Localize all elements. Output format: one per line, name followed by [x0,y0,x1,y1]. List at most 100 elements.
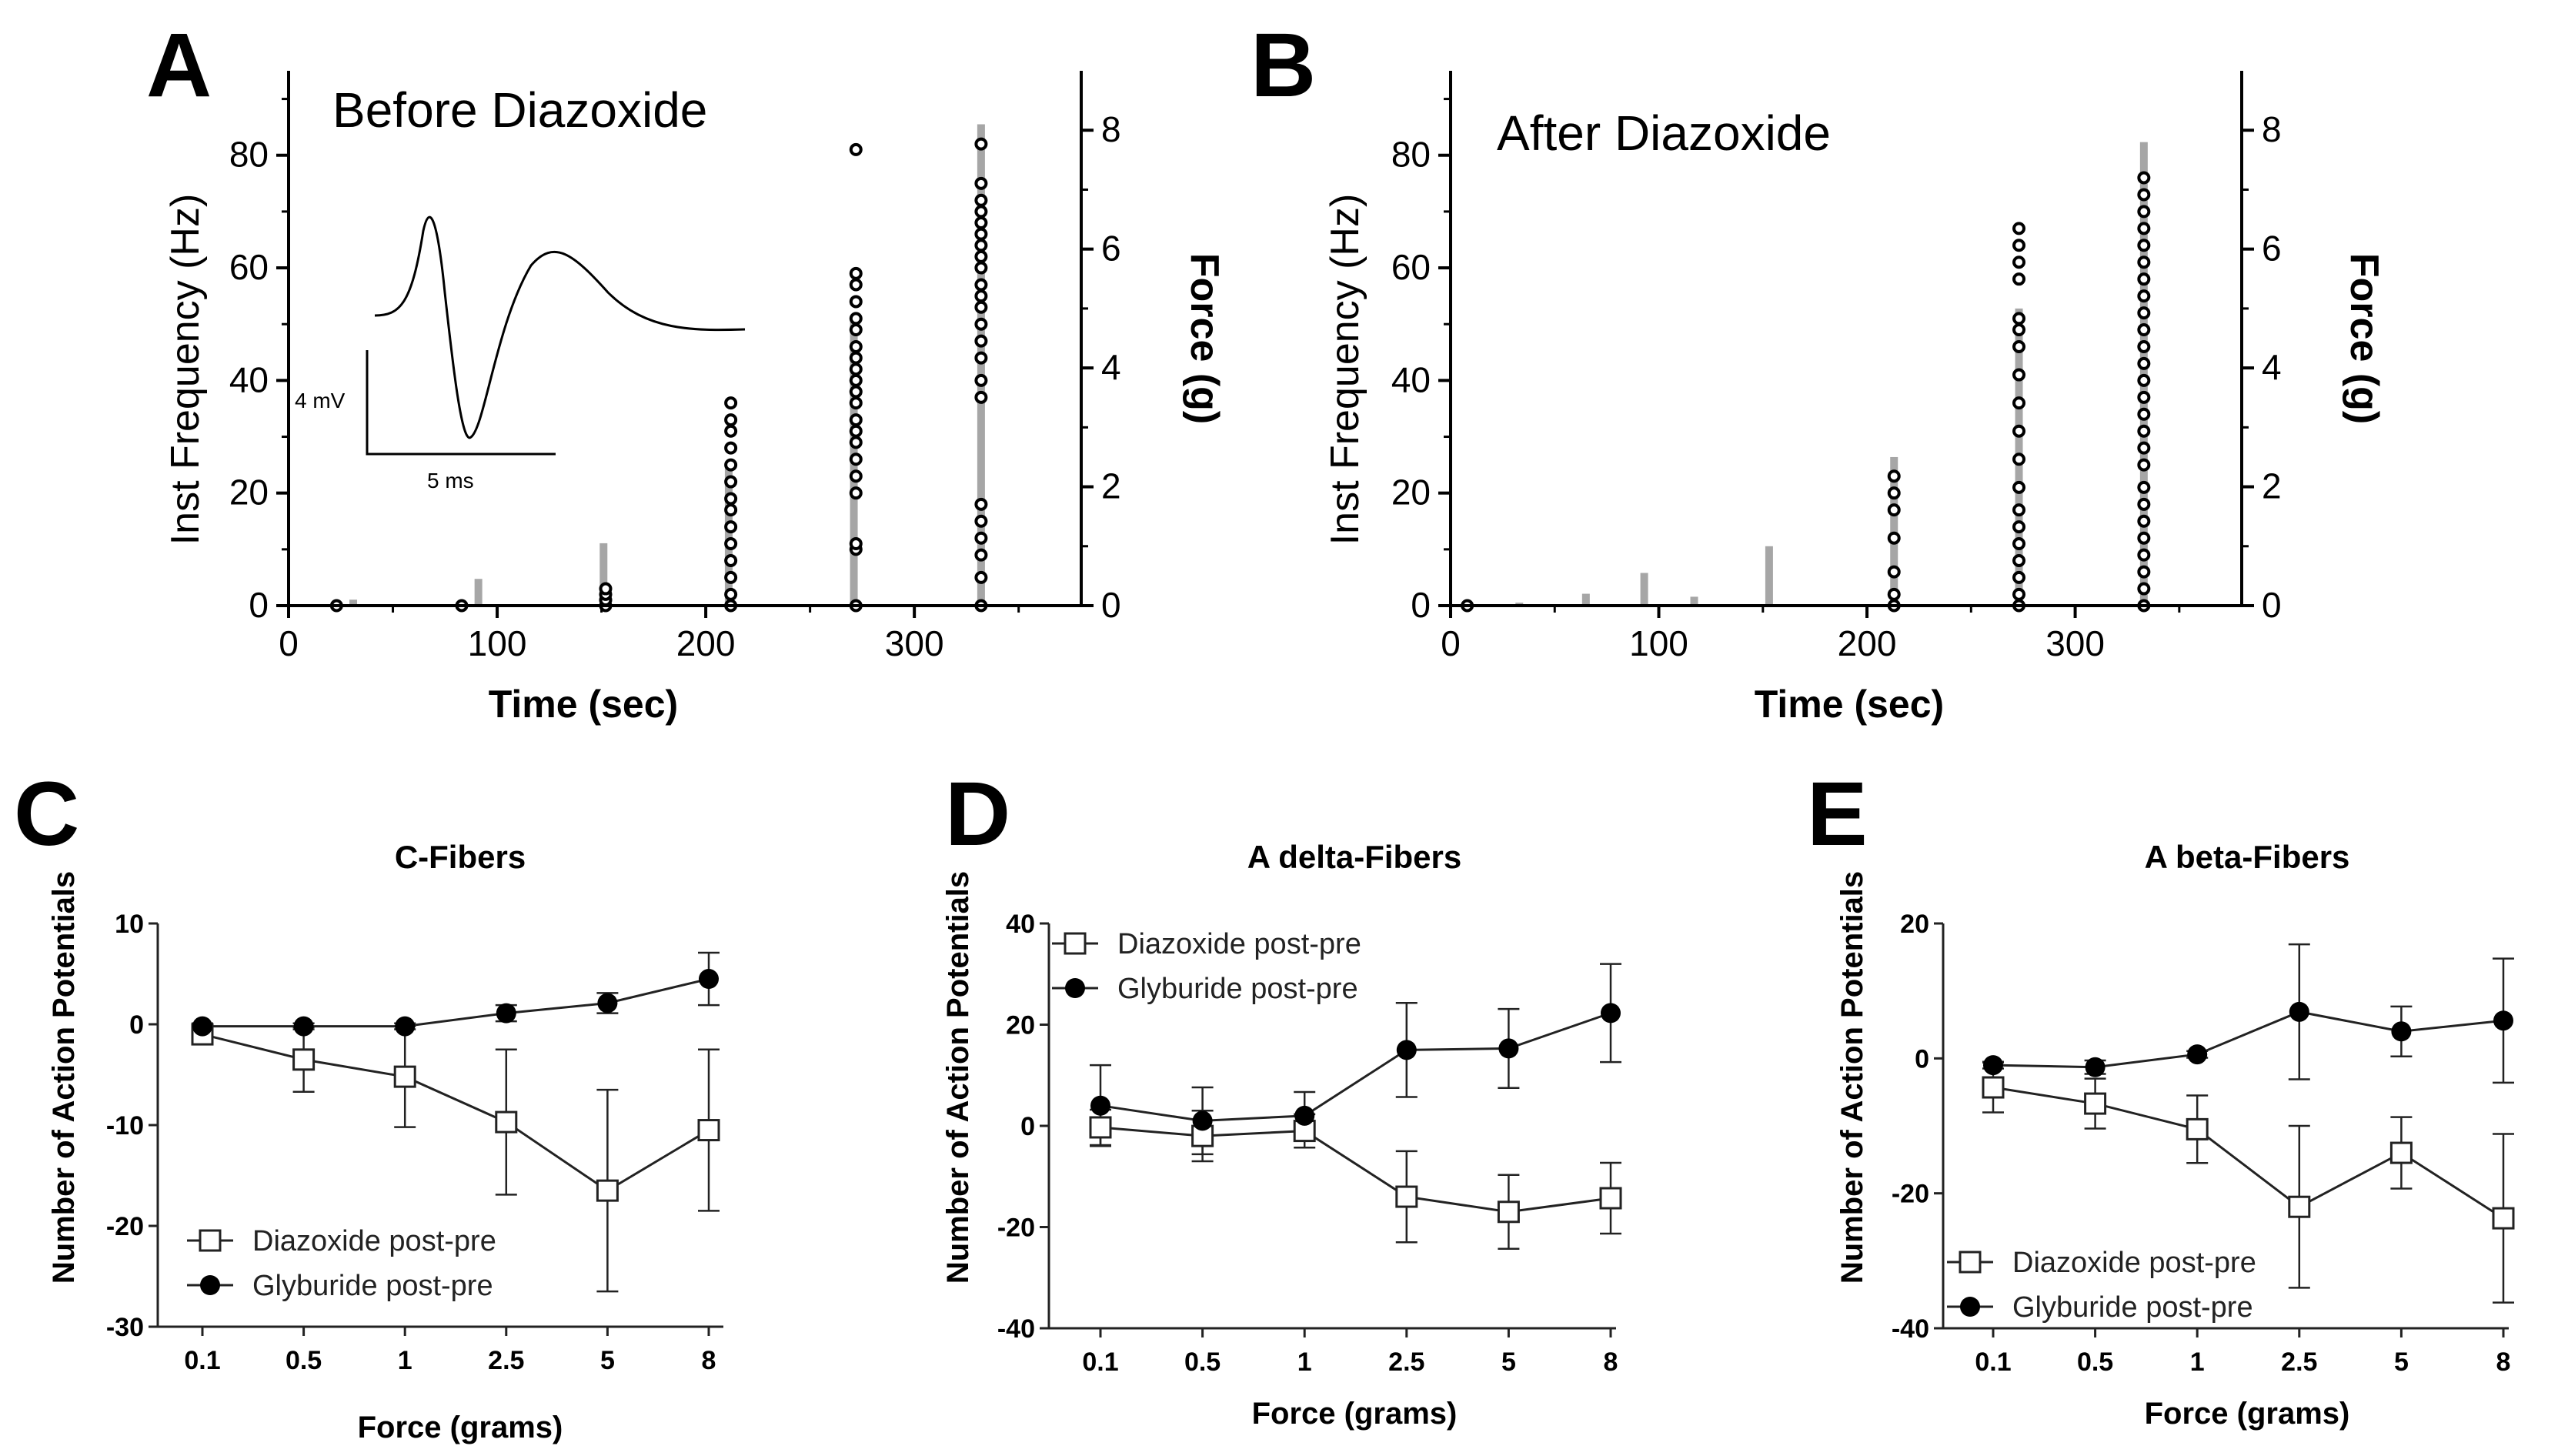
spike-point [974,239,988,252]
y-tick-label: -20 [1892,1180,1929,1209]
y-tick-label: -30 [106,1313,144,1342]
spike-point [974,137,988,151]
legend-e: Diazoxide post-pre Glyburide post-pre [1947,1247,2256,1324]
x-axis-label-a: Time (sec) [489,683,678,726]
spike-point [974,373,988,387]
chart-title-d: A delta-Fibers [1247,839,1462,875]
plot-area-d [1089,963,1622,1251]
spike-point [849,469,863,483]
panel-e: E A beta-Fibers 20 0 -20 -40 0.1 0.5 1 2.5 5 8 Di… [1807,763,2515,1431]
spike-point [2012,424,2026,438]
spike-point [2137,222,2151,235]
axes-b: 0 100 200 300 0 20 40 60 80 0 2 4 6 8 [1391,71,2282,663]
force-bar [474,579,483,606]
series-line [1100,1011,1611,1122]
spike-point [724,503,738,517]
y-axis-label-d: Number of Action Potentials [941,871,975,1284]
data-point-square [1089,1116,1112,1139]
x-axis-label-b: Time (sec) [1755,683,1944,726]
x-tick-label: 2.5 [2281,1347,2317,1377]
x-tick-label: 0.5 [2077,1347,2113,1377]
force-bar [349,599,358,606]
spike-point [974,351,988,365]
spike-point [974,249,988,263]
legend-marker-circle [200,1275,220,1295]
spike-point [2137,339,2151,353]
spike-point [2012,503,2026,517]
spike-point [2137,458,2151,472]
y2-axis-label-b: Force (g) [2342,253,2386,424]
spike-point [2137,531,2151,545]
data-point-circle [2289,1001,2309,1022]
data-point-square [596,1179,619,1202]
spike-point [849,424,863,438]
panel-letter-d: D [945,763,1010,865]
data-point-square [393,1065,416,1088]
spike-point [974,216,988,230]
legend-label: Glyburide post-pre [252,1270,493,1302]
spike-point [2012,239,2026,252]
x-tick-label: 2.5 [488,1346,524,1375]
chart-title-e: A beta-Fibers [2145,839,2350,875]
panel-c: C C-Fibers 10 0 -10 -20 -30 0.1 0.5 1 2.5 5 8 Diaz… [14,763,723,1444]
legend-d: Diazoxide post-pre Glyburide post-pre [1052,928,1361,1005]
x-tick-label: 0.1 [184,1346,220,1375]
y2-tick-label: 8 [2262,109,2282,149]
series-line [1992,1010,2504,1069]
force-bar [599,543,608,606]
y-axis-label-b: Inst Frequency (Hz) [1323,194,1367,546]
spike-point [2012,480,2026,494]
spike-point [2137,255,2151,269]
y2-tick-label: 0 [2262,585,2282,625]
force-bar [1690,596,1698,606]
x-tick-label: 8 [2496,1347,2511,1377]
spike-point [974,390,988,404]
spike-point [2137,407,2151,421]
data-point-circle [597,993,618,1014]
legend-label: Diazoxide post-pre [2012,1247,2256,1279]
panel-letter-e: E [1807,763,1868,865]
spike-point [1887,565,1901,579]
y-tick-label: -40 [1892,1314,1929,1344]
spike-point [2012,323,2026,337]
y-tick-label: 0 [1915,1044,1929,1074]
y2-tick-label: 4 [2262,347,2282,387]
plot-area-e [1982,943,2515,1304]
series-line [1992,1086,2504,1220]
spike-point [2137,582,2151,596]
spike-point [974,278,988,292]
spike-point [974,176,988,190]
spike-point [724,396,738,410]
spike-point [849,351,863,365]
spike-point [974,570,988,584]
y2-tick-label: 6 [2262,229,2282,269]
spike-point [974,317,988,331]
scale-bar-time: 5 ms [427,469,474,493]
y2-tick-label: 6 [1101,229,1121,269]
spike-point [849,373,863,387]
data-point-square [495,1110,518,1134]
y-tick-label: 10 [115,910,144,939]
spike-point [2012,452,2026,466]
spike-point [849,266,863,280]
spike-point [849,142,863,156]
data-point-square [292,1048,316,1071]
y-axis-label-a: Inst Frequency (Hz) [163,194,208,546]
x-tick-label: 5 [1501,1347,1516,1377]
y2-tick-label: 2 [1101,466,1121,506]
spike-point [849,339,863,353]
spike-point [2012,520,2026,534]
spike-point [2137,323,2151,337]
axes-e: 20 0 -20 -40 0.1 0.5 1 2.5 5 8 [1892,910,2511,1377]
spike-point [2137,548,2151,562]
panel-a: A Before Diazoxide 0 100 200 300 0 20 40 60 80 0 2… [146,15,1227,726]
spike-point [2137,424,2151,438]
x-tick-label: 2.5 [1388,1347,1424,1377]
spike-point [724,587,738,601]
axes-a: 0 100 200 300 0 20 40 60 80 0 2 4 6 8 [229,71,1121,663]
panel-b: B After Diazoxide 0 100 200 300 0 20 40 60 80 0 2 4… [1251,15,2386,726]
legend-marker-circle [1960,1297,1980,1317]
spike-point [974,227,988,241]
legend-marker-circle [1065,978,1085,998]
y-tick-label: 40 [1006,910,1035,939]
